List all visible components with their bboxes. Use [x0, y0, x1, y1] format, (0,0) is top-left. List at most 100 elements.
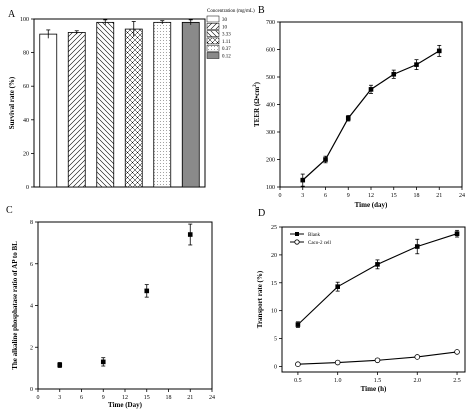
panel-a-legend-swatch — [206, 52, 220, 59]
panel-a-legend-label: 0.37 — [222, 47, 231, 52]
panel-a-legend-swatch — [206, 44, 220, 52]
panel-b-point — [300, 177, 306, 183]
panel-a-bar — [181, 21, 200, 188]
panel-a-ytick-label: 100 — [20, 17, 29, 23]
panel-b-xtick-label: 0 — [279, 193, 282, 199]
panel-a-bar — [67, 32, 86, 188]
panel-a-bar — [96, 21, 115, 188]
panel-d-series-line — [297, 233, 458, 325]
panel-d-legend-marker — [294, 239, 300, 245]
panel-b-point — [323, 157, 328, 162]
panel-c-point — [187, 232, 193, 237]
panel-letter-b: B — [258, 5, 265, 16]
panel-d-point — [334, 359, 341, 366]
panel-b-xtick-label: 24 — [459, 193, 465, 199]
panel-letter-a: A — [8, 9, 16, 20]
panel-d-frame — [281, 226, 466, 373]
panel-c-xtick-label: 12 — [122, 395, 128, 401]
panel-a-ytick-label: 40 — [23, 118, 29, 124]
panel-a-ytick-label: 0 — [26, 185, 29, 191]
panel-b-point — [368, 87, 374, 92]
panel-d-legend-label: Caco-2 cell — [308, 241, 332, 246]
panel-c-ytick-label: 6 — [30, 262, 33, 268]
panel-c-xtick-label: 18 — [166, 395, 172, 401]
panel-c-xtick-label: 0 — [37, 395, 40, 401]
panel-c-point — [57, 362, 63, 368]
panel-b-ytick-label: 300 — [266, 130, 275, 136]
panel-d-xtick-label: 2.5 — [453, 378, 461, 384]
panel-b-xtick-label: 21 — [436, 193, 442, 199]
panel-d-xtick-label: 1.5 — [374, 378, 382, 384]
panel-d-legend-label: Blank — [308, 233, 320, 238]
panel-b-xtick-label: 15 — [391, 193, 397, 199]
panel-a-ytick-label: 20 — [23, 151, 29, 157]
panel-d-point — [374, 357, 381, 364]
panel-c-ylabel: The alkaline phosphatase ratio of AP to … — [11, 241, 19, 370]
panel-b-point — [391, 71, 397, 77]
panel-d-ytick-label: 15 — [271, 281, 277, 287]
panel-d-point — [295, 322, 301, 327]
panel-a-ytick-label: 60 — [23, 84, 29, 90]
panel-d-transport-chart: 0.5 1.0 1.5 2.0 2.5 0 5 10 15 20 25 Blank Caco-2 cel… — [256, 225, 466, 393]
panel-b-ytick-label: 600 — [266, 48, 275, 54]
panel-c-xtick-label: 21 — [187, 395, 193, 401]
panel-a-legend-swatch — [206, 37, 220, 45]
panel-a-legend-label: 30 — [222, 18, 228, 23]
panel-b-xtick-label: 9 — [347, 193, 350, 199]
panel-b-ytick-label: 700 — [266, 20, 275, 26]
panel-b-point — [345, 115, 351, 121]
panel-d-point — [454, 349, 460, 355]
panel-a-legend-label: 3.33 — [222, 33, 231, 38]
panel-d-xlabel: Time (h) — [361, 385, 387, 393]
panel-c-ytick-label: 0 — [30, 387, 33, 393]
panel-letter-c: C — [6, 205, 13, 216]
panel-a-legend-swatch — [206, 15, 220, 23]
panel-d-point — [414, 354, 421, 360]
panel-d-xtick-label: 2.0 — [414, 378, 422, 384]
panel-c-xtick-label: 6 — [80, 395, 83, 401]
panel-d-xtick-label: 1.0 — [334, 378, 342, 384]
panel-a-survival-chart: 0 20 40 60 80 100 Survival rate (%) Concentrati… — [8, 9, 255, 191]
panel-d-ytick-label: 10 — [271, 309, 277, 315]
panel-letter-d: D — [258, 208, 265, 219]
panel-c-ytick-label: 8 — [30, 220, 33, 226]
panel-a-legend-label: 10 — [222, 25, 228, 30]
panel-b-xtick-label: 6 — [324, 193, 327, 199]
panel-a-legend-label: 0.12 — [222, 55, 231, 60]
panel-b-ylabel-main: TEER (Ω•cm — [253, 87, 261, 127]
panel-d-ytick-label: 5 — [274, 337, 277, 343]
panel-b-xlabel: Time (day) — [355, 201, 388, 209]
panel-a-bar — [124, 28, 143, 188]
panel-d-ylabel: Transport rate (%) — [256, 270, 264, 328]
panel-c-ytick-label: 4 — [30, 304, 33, 310]
panel-c-xtick-label: 15 — [144, 395, 150, 401]
panel-a-frame — [33, 18, 206, 188]
panel-d-point — [295, 361, 301, 367]
panel-b-ylabel: TEER (Ω•cm2) — [253, 81, 261, 127]
panel-a-ytick-label: 80 — [23, 51, 29, 57]
panel-a-bar — [39, 33, 58, 188]
panel-b-frame — [279, 21, 463, 188]
panel-c-point — [100, 359, 106, 365]
panel-b-ylabel-sup: 2 — [253, 84, 258, 87]
panel-b-point — [436, 48, 442, 54]
panel-b-xtick-label: 18 — [414, 193, 420, 199]
panel-b-ytick-label: 100 — [266, 185, 275, 191]
panel-a-bar — [153, 21, 172, 188]
panel-d-point — [414, 244, 420, 249]
panel-c-xtick-label: 3 — [58, 395, 61, 401]
panel-d-ytick-label: 25 — [271, 225, 277, 231]
panel-b-xtick-label: 3 — [301, 193, 304, 199]
panel-b-teer-chart: 0 3 6 9 12 15 18 21 24 100 200 300 400 500 600 700 Time … — [253, 20, 465, 209]
panel-d-legend-marker — [295, 232, 299, 236]
panel-c-frame — [37, 221, 213, 390]
panel-c-xtick-label: 24 — [209, 395, 215, 401]
panel-b-ytick-label: 500 — [266, 75, 275, 81]
panel-a-ylabel: Survival rate (%) — [8, 76, 16, 129]
panel-a-legend-swatch — [206, 30, 220, 37]
panel-d-point — [375, 262, 380, 267]
panel-d-xtick-label: 0.5 — [294, 378, 302, 384]
panel-c-ytick-label: 2 — [30, 345, 33, 351]
panel-b-xtick-label: 12 — [368, 193, 374, 199]
